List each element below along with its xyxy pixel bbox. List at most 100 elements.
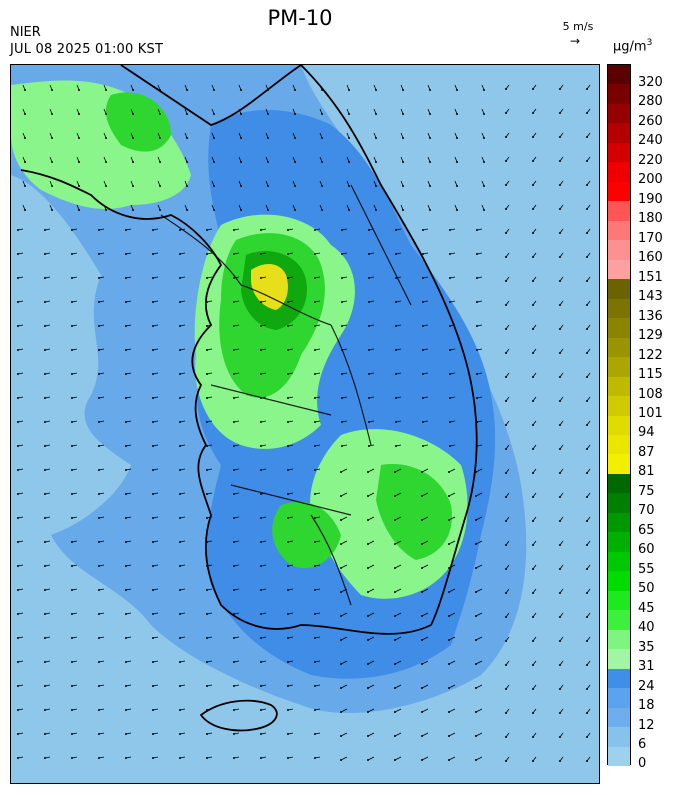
wind-arrow-head bbox=[78, 137, 80, 139]
wind-arrow-head bbox=[125, 709, 127, 711]
wind-arrow-head bbox=[559, 232, 561, 234]
wind-arrow-head bbox=[505, 472, 507, 474]
wind-arrow-head bbox=[233, 397, 235, 399]
wind-arrow-head bbox=[152, 229, 154, 231]
wind-arrow-head bbox=[206, 757, 208, 759]
wind-arrow-head bbox=[98, 373, 100, 375]
wind-arrow-head bbox=[375, 161, 377, 163]
wind-arrow-head bbox=[71, 421, 73, 423]
wind-arrow-head bbox=[532, 112, 534, 114]
wind-arrow-head bbox=[402, 209, 404, 211]
wind-arrow-head bbox=[125, 589, 127, 591]
wind-arrow-head bbox=[132, 209, 134, 211]
wind-arrow-head bbox=[44, 301, 46, 303]
wind-arrow-head bbox=[267, 113, 269, 115]
wind-arrow-head bbox=[267, 185, 269, 187]
legend-swatch bbox=[608, 610, 630, 631]
wind-arrow-head bbox=[260, 373, 262, 375]
wind-arrow-head bbox=[532, 568, 534, 570]
wind-arrow bbox=[475, 564, 483, 569]
wind-arrow-head bbox=[559, 688, 561, 690]
wind-arrow-head bbox=[287, 445, 289, 447]
wind-arrow-head bbox=[421, 687, 423, 689]
wind-arrow-head bbox=[17, 517, 19, 519]
wind-arrow-head bbox=[448, 591, 450, 593]
legend-swatch bbox=[608, 668, 630, 689]
wind-arrow bbox=[448, 588, 456, 593]
legend-swatch bbox=[608, 590, 630, 611]
wind-arrow-head bbox=[394, 711, 396, 713]
wind-arrow-head bbox=[341, 253, 343, 255]
wind-arrow-head bbox=[233, 229, 235, 231]
wind-arrow bbox=[394, 756, 402, 761]
wind-arrow-head bbox=[125, 397, 127, 399]
wind-arrow-head bbox=[532, 544, 534, 546]
wind-arrow-head bbox=[78, 113, 80, 115]
wind-arrow-head bbox=[375, 113, 377, 115]
wind-arrow-head bbox=[71, 445, 73, 447]
wind-arrow-head bbox=[17, 253, 19, 255]
wind-arrow-head bbox=[213, 137, 215, 139]
wind-arrow-head bbox=[125, 277, 127, 279]
wind-arrow-head bbox=[206, 301, 208, 303]
green-zone-northwest-core bbox=[105, 92, 171, 152]
wind-arrow-head bbox=[179, 637, 181, 639]
wind-arrow-head bbox=[240, 209, 242, 211]
wind-arrow-head bbox=[17, 685, 19, 687]
map-canvas bbox=[11, 65, 599, 783]
wind-arrow-head bbox=[267, 209, 269, 211]
wind-arrow-head bbox=[559, 520, 561, 522]
wind-arrow-head bbox=[260, 541, 262, 543]
wind-arrow-head bbox=[421, 615, 423, 617]
wind-arrow-head bbox=[483, 89, 485, 91]
legend-swatch bbox=[608, 337, 630, 358]
wind-arrow-head bbox=[71, 469, 73, 471]
wind-arrow-head bbox=[71, 373, 73, 375]
wind-arrow-head bbox=[394, 495, 396, 497]
wind-arrow-head bbox=[105, 113, 107, 115]
wind-arrow-head bbox=[233, 325, 235, 327]
wind-arrow-head bbox=[402, 161, 404, 163]
wind-arrow-head bbox=[421, 567, 423, 569]
wind-arrow-head bbox=[348, 89, 350, 91]
wind-arrow bbox=[448, 660, 456, 665]
legend-swatch bbox=[608, 220, 630, 241]
wind-arrow-head bbox=[206, 541, 208, 543]
wind-arrow-head bbox=[152, 685, 154, 687]
wind-arrow-head bbox=[287, 253, 289, 255]
wind-arrow-head bbox=[367, 735, 369, 737]
wind-arrow-head bbox=[206, 277, 208, 279]
wind-arrow-head bbox=[340, 567, 342, 569]
wind-arrow-head bbox=[475, 591, 477, 593]
wind-arrow bbox=[394, 708, 402, 713]
wind-arrow-head bbox=[233, 733, 235, 735]
wind-arrow-head bbox=[206, 589, 208, 591]
wind-arrow-head bbox=[44, 661, 46, 663]
legend-swatch bbox=[608, 123, 630, 144]
legend-swatch bbox=[608, 240, 630, 261]
wind-arrow-head bbox=[78, 161, 80, 163]
wind-arrow-head bbox=[152, 589, 154, 591]
wind-arrow-head bbox=[429, 209, 431, 211]
wind-arrow-head bbox=[532, 304, 534, 306]
wind-arrow bbox=[367, 612, 375, 617]
wind-arrow-head bbox=[559, 256, 561, 258]
wind-arrow-head bbox=[586, 424, 588, 426]
wind-arrow-head bbox=[448, 519, 450, 521]
wind-arrow-head bbox=[98, 445, 100, 447]
wind-arrow-head bbox=[260, 685, 262, 687]
wind-arrow-head bbox=[586, 352, 588, 354]
wind-arrow-head bbox=[206, 613, 208, 615]
wind-arrow-head bbox=[421, 591, 423, 593]
wind-arrow-head bbox=[71, 685, 73, 687]
wind-arrow-head bbox=[483, 209, 485, 211]
wind-arrow-head bbox=[448, 711, 450, 713]
wind-arrow-head bbox=[559, 712, 561, 714]
wind-arrow-head bbox=[394, 519, 396, 521]
wind-arrow-head bbox=[505, 760, 507, 762]
wind-arrow-head bbox=[586, 232, 588, 234]
wind-arrow-head bbox=[51, 161, 53, 163]
wind-arrow-head bbox=[505, 184, 507, 186]
wind-arrow-head bbox=[260, 709, 262, 711]
wind-arrow-head bbox=[125, 733, 127, 735]
